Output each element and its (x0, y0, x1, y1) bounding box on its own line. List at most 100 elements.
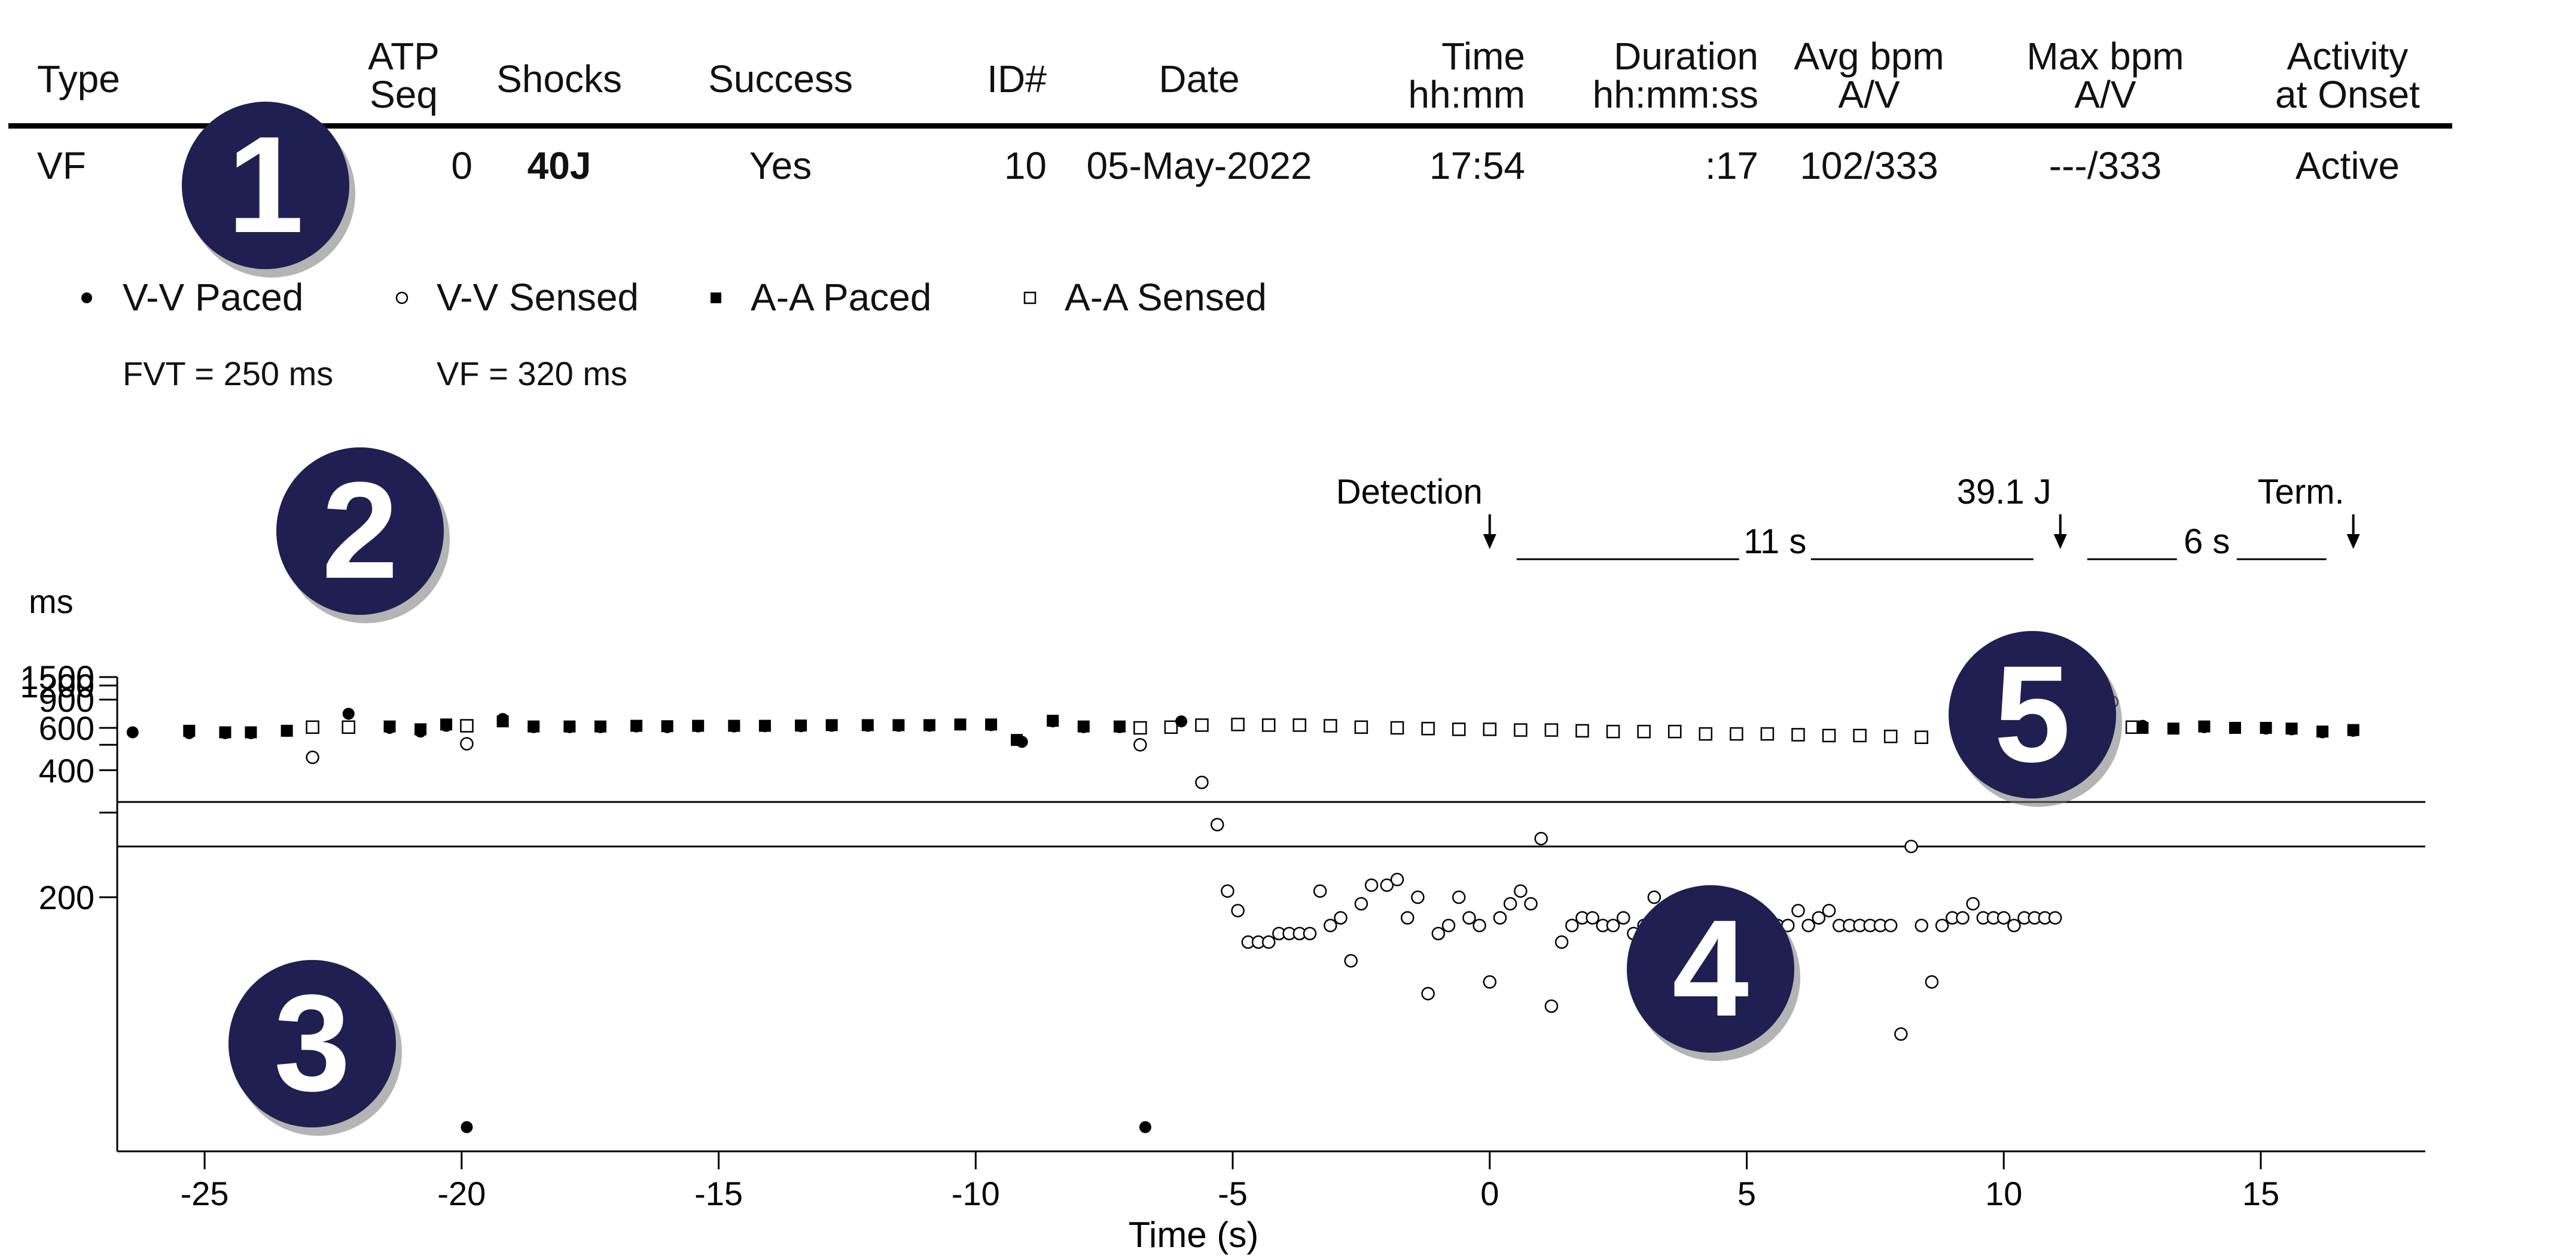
detection-label: Detection (1336, 472, 1483, 511)
a-a-sensed-point (1231, 718, 1245, 731)
cell-success: Yes (749, 144, 812, 187)
v-v-sensed-point (1364, 878, 1379, 892)
v-v-sensed-point (1925, 975, 1939, 989)
v-v-sensed-point (1431, 926, 1446, 941)
y-tick-label: 1500 (20, 659, 94, 696)
v-v-sensed-point (460, 737, 474, 751)
a-a-sensed-point (1822, 728, 1836, 743)
legend-marker-v-v-paced (81, 292, 92, 303)
v-v-paced-point (126, 726, 139, 739)
v-v-paced-point (1175, 715, 1188, 728)
callout-5-number: 5 (1994, 637, 2071, 791)
a-a-sensed-point (1261, 718, 1276, 732)
a-a-sensed-point (1667, 724, 1682, 739)
shock-label: 39.1 J (1957, 472, 2051, 511)
segment1-label: 11 s (1743, 522, 1806, 561)
cell-id: 10 (1004, 144, 1047, 187)
a-a-sensed-point (1164, 720, 1178, 734)
x-tick-label: -20 (437, 1175, 486, 1212)
v-v-sensed-point (1195, 775, 1209, 789)
legend-marker-a-a-paced (711, 292, 721, 303)
v-v-sensed-point (1606, 919, 1620, 932)
v-v-paced-point (383, 721, 396, 734)
v-v-sensed-point (1411, 890, 1425, 904)
v-v-paced-point (985, 719, 998, 731)
legend-aa-sensed: A-A Sensed (1065, 276, 1267, 319)
header-time: Time hh:mm (1408, 35, 1525, 116)
v-v-paced-point (1016, 736, 1028, 748)
a-a-sensed-point (1730, 727, 1743, 741)
v-v-paced-point (1077, 721, 1090, 733)
v-v-sensed-point (1996, 911, 2011, 925)
callout-badges: 1 2 3 4 5 (182, 102, 2122, 1136)
v-v-sensed-point (1565, 919, 1579, 932)
a-a-sensed-point (1324, 719, 1337, 733)
v-v-sensed-point (1801, 919, 1815, 932)
v-v-sensed-point (1514, 884, 1528, 898)
v-v-paced-point (2136, 720, 2149, 732)
header-rule (8, 123, 2452, 129)
header-avg-bpm: Avg bpm A/V (1794, 35, 1944, 116)
v-v-sensed-point (2007, 919, 2021, 932)
threshold-lines (117, 801, 2425, 848)
v-v-sensed-point (1380, 878, 1394, 892)
a-a-sensed-point (1853, 728, 1867, 743)
x-axis-label: Time (s) (1129, 1215, 1259, 1255)
v-v-paced-point (219, 727, 231, 739)
x-tick-label: -5 (1218, 1175, 1248, 1212)
a-a-sensed-point (1421, 721, 1435, 736)
cell-avg-bpm: 102/333 (1800, 144, 1938, 187)
v-v-sensed-point (1211, 818, 1224, 832)
v-v-paced-point (2347, 724, 2359, 737)
v-v-paced-point (2198, 721, 2211, 733)
v-v-paced-point (2167, 723, 2179, 735)
v-v-paced-point (440, 720, 453, 732)
y-tick-label: 900 (39, 681, 94, 719)
v-v-paced-point (528, 721, 540, 733)
x-tick-label: -25 (181, 1175, 229, 1212)
v-v-paced-point (892, 720, 905, 732)
a-a-sensed-point (1195, 718, 1209, 732)
v-v-paced-point (692, 720, 705, 733)
cell-shocks: 40J (527, 144, 592, 187)
v-v-sensed-point (1390, 873, 1404, 886)
legend-aa-paced: A-A Paced (751, 276, 932, 319)
a-a-sensed-point (1483, 723, 1497, 736)
v-v-sensed-point (1261, 935, 1276, 949)
termination-arrow-head (2346, 534, 2360, 549)
legend-markers (81, 291, 1037, 304)
a-a-sensed-point (1514, 723, 1528, 737)
a-a-sensed-point (306, 720, 319, 734)
v-v-paced-point (2229, 721, 2241, 734)
v-v-paced-point (825, 720, 838, 732)
v-v-paced-point (1139, 1121, 1151, 1133)
cell-activity: Active (2295, 144, 2400, 187)
y-tick-label: 400 (39, 752, 94, 789)
callout-1-badge (182, 102, 349, 269)
v-v-sensed-point (1334, 911, 1348, 925)
threshold-fvt-label: FVT = 250 ms (123, 355, 334, 392)
y-tick-label: 1200 (20, 667, 94, 705)
callout-1-number: 1 (227, 108, 304, 261)
a-a-sensed-point (1760, 727, 1775, 741)
v-v-paced-point (861, 720, 874, 732)
v-v-paced-point (1047, 715, 1059, 728)
header-id: ID# (987, 57, 1047, 100)
y-axis-label: ms (29, 583, 74, 620)
a-a-sensed-point (2125, 720, 2139, 734)
v-v-sensed-point (1647, 890, 1662, 904)
legend-marker-v-v-sensed (395, 291, 408, 304)
callout-5-badge (1949, 631, 2116, 798)
v-v-sensed-point (1883, 919, 1898, 932)
v-v-sensed-point (1503, 897, 1517, 911)
v-v-sensed-point (1791, 904, 1805, 917)
v-v-sensed-point (1493, 911, 1507, 925)
v-v-sensed-point (1524, 897, 1538, 911)
a-a-sensed-point (1452, 723, 1466, 736)
v-v-sensed-point (1401, 911, 1414, 925)
a-a-sensed-point (1354, 720, 1368, 734)
v-v-sensed-point (1894, 1027, 1908, 1041)
v-v-paced-point (414, 725, 427, 738)
shock-arrow-head (2053, 534, 2067, 549)
